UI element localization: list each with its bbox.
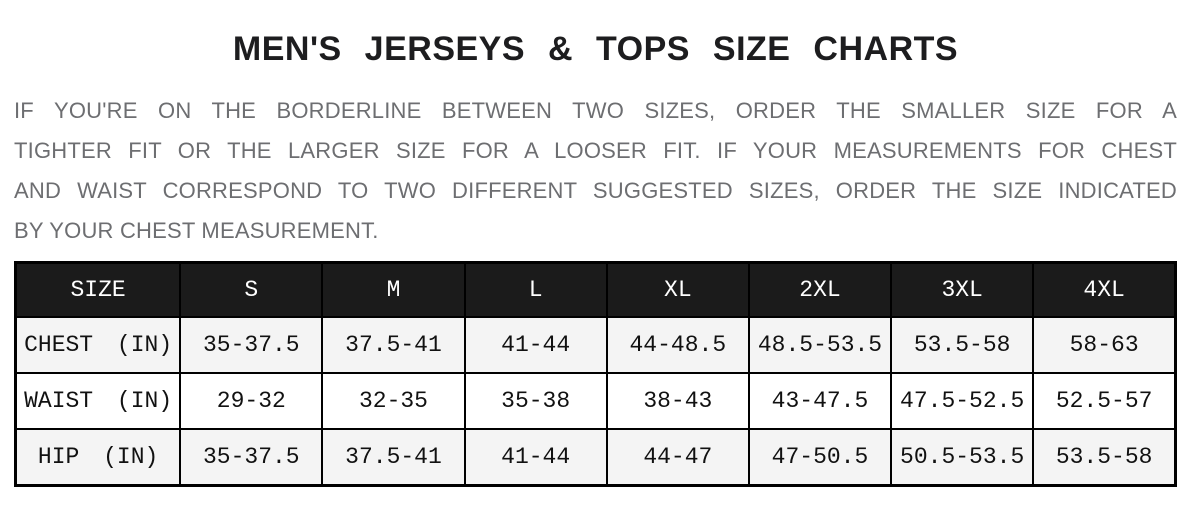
size-value-cell: 35-37.5 (179, 428, 324, 487)
size-value-cell: 37.5-41 (321, 428, 466, 487)
intro-line: BY YOUR CHEST MEASUREMENT. (14, 218, 379, 243)
size-chart-table: SIZE S M L XL 2XL 3XL 4XL CHEST (IN) 35-… (14, 261, 1177, 487)
size-value-cell: 53.5-58 (890, 316, 1035, 374)
row-label-chest: CHEST (IN) (14, 316, 182, 374)
size-value-cell: 35-37.5 (179, 316, 324, 374)
size-value-cell: 50.5-53.5 (890, 428, 1035, 487)
row-label-hip: HIP (IN) (14, 428, 182, 487)
size-value-cell: 44-48.5 (605, 316, 750, 374)
size-value-cell: 58-63 (1032, 316, 1177, 374)
size-value-cell: 29-32 (179, 372, 324, 430)
size-value-cell: 41-44 (463, 316, 608, 374)
intro-line: IF YOU'RE ON THE BORDERLINE BETWEEN TWO … (14, 98, 1177, 123)
intro-line: AND WAIST CORRESPOND TO TWO DIFFERENT SU… (14, 178, 1177, 203)
size-value-cell: 32-35 (321, 372, 466, 430)
table-row-hip: HIP (IN) 35-37.5 37.5-41 41-44 44-47 47-… (14, 428, 1177, 487)
column-header-3xl: 3XL (890, 261, 1035, 318)
column-header-s: S (179, 261, 324, 318)
column-header-l: L (463, 261, 608, 318)
size-value-cell: 35-38 (463, 372, 608, 430)
size-value-cell: 53.5-58 (1032, 428, 1177, 487)
page-title: MEN'S JERSEYS & TOPS SIZE CHARTS (232, 30, 959, 68)
table-row-chest: CHEST (IN) 35-37.5 37.5-41 41-44 44-48.5… (14, 316, 1177, 374)
size-value-cell: 41-44 (463, 428, 608, 487)
column-header-xl: XL (605, 261, 750, 318)
row-label-waist: WAIST (IN) (14, 372, 182, 430)
size-value-cell: 52.5-57 (1032, 372, 1177, 430)
header-row: SIZE S M L XL 2XL 3XL 4XL (14, 261, 1177, 318)
size-value-cell: 47.5-52.5 (890, 372, 1035, 430)
size-value-cell: 43-47.5 (747, 372, 893, 430)
column-header-2xl: 2XL (747, 261, 893, 318)
size-value-cell: 37.5-41 (321, 316, 466, 374)
size-value-cell: 47-50.5 (747, 428, 893, 487)
intro-paragraph: IF YOU'RE ON THE BORDERLINE BETWEEN TWO … (14, 91, 1177, 251)
size-value-cell: 48.5-53.5 (747, 316, 893, 374)
column-header-size: SIZE (14, 261, 182, 318)
size-value-cell: 44-47 (605, 428, 750, 487)
table-row-waist: WAIST (IN) 29-32 32-35 35-38 38-43 43-47… (14, 372, 1177, 430)
column-header-4xl: 4XL (1032, 261, 1177, 318)
column-header-m: M (321, 261, 466, 318)
size-value-cell: 38-43 (605, 372, 750, 430)
intro-line: TIGHTER FIT OR THE LARGER SIZE FOR A LOO… (14, 138, 1177, 163)
size-chart-page: MEN'S JERSEYS & TOPS SIZE CHARTS IF YOU'… (14, 0, 1177, 487)
